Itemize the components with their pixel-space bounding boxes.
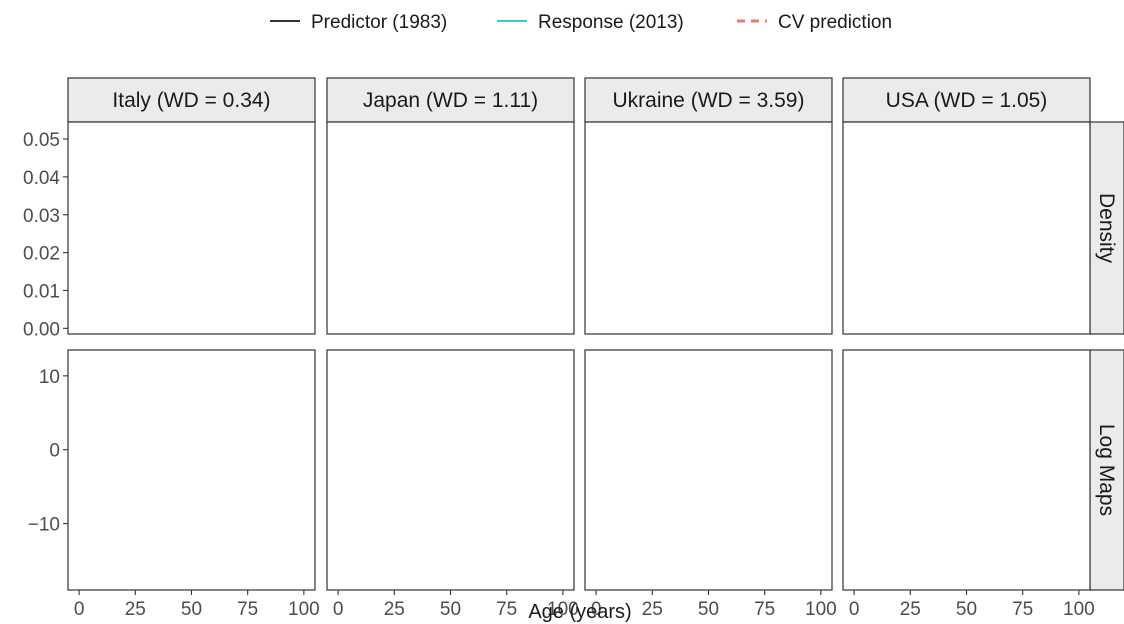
- x-tick-label: 25: [125, 599, 146, 620]
- legend-label: Response (2013): [538, 12, 684, 33]
- panel-border: [326, 121, 575, 335]
- x-tick-label: 75: [1012, 599, 1033, 620]
- panel-border: [67, 121, 316, 335]
- x-tick-label: 25: [384, 599, 405, 620]
- x-tick-label: 25: [642, 599, 663, 620]
- x-tick-label: 100: [1063, 599, 1095, 620]
- x-tick-label: 0: [849, 599, 860, 620]
- column-strip-label: Italy (WD = 0.34): [112, 89, 270, 112]
- legend-item: Predictor (1983): [270, 12, 447, 33]
- x-tick-label: 50: [181, 599, 202, 620]
- column-strip-label: Japan (WD = 1.11): [363, 89, 538, 112]
- x-tick-label: 100: [288, 599, 320, 620]
- x-tick-label: 75: [237, 599, 258, 620]
- x-tick-label: 100: [805, 599, 837, 620]
- x-tick-label: 75: [496, 599, 517, 620]
- panel-border: [584, 349, 833, 591]
- y-tick-label: 0.05: [23, 130, 60, 151]
- row-strip-label: Density: [1095, 193, 1118, 264]
- column-strip-label: Ukraine (WD = 3.59): [613, 89, 805, 112]
- y-tick-label: −10: [28, 515, 60, 536]
- y-tick-label: 0.01: [23, 281, 60, 302]
- strip-background: [67, 77, 316, 123]
- panel: [326, 349, 575, 591]
- panel: [842, 121, 1091, 335]
- x-axis-title: Age (years): [528, 601, 631, 623]
- row-strips: Density Log Maps: [1089, 121, 1124, 591]
- panel-border: [326, 349, 575, 591]
- panel: [584, 121, 833, 335]
- y-tick-label: 0.00: [23, 319, 60, 340]
- column-strip-label: USA (WD = 1.05): [886, 89, 1048, 112]
- x-tick-label: 0: [591, 599, 602, 620]
- legend-item: CV prediction: [737, 12, 892, 33]
- strip-background: [1089, 349, 1124, 591]
- panel: [584, 349, 833, 591]
- legend-item: Response (2013): [497, 12, 684, 33]
- x-tick-label: 0: [74, 599, 85, 620]
- legend-label: CV prediction: [778, 12, 892, 33]
- panel: [326, 121, 575, 335]
- x-tick-label: 0: [333, 599, 344, 620]
- panel: [842, 349, 1091, 591]
- y-tick-label: 0.02: [23, 244, 60, 265]
- panel-border: [67, 349, 316, 591]
- x-tick-label: 50: [440, 599, 461, 620]
- x-tick-label: 25: [900, 599, 921, 620]
- strip-background: [842, 77, 1091, 123]
- panel-border: [842, 349, 1091, 591]
- x-tick-label: 50: [698, 599, 719, 620]
- panel-border: [584, 121, 833, 335]
- column-strips: Italy (WD = 0.34) Japan (WD = 1.11) Ukrain…: [67, 77, 1091, 123]
- panel: [67, 349, 316, 591]
- y-tick-label: 0: [49, 441, 60, 462]
- panel-border: [842, 121, 1091, 335]
- x-tick-label: 75: [754, 599, 775, 620]
- x-tick-label: 50: [956, 599, 977, 620]
- legend: Predictor (1983) Response (2013) CV predic…: [270, 12, 892, 33]
- row-strip-label: Log Maps: [1095, 424, 1118, 516]
- y-tick-label: 10: [39, 367, 60, 388]
- y-tick-label: 0.03: [23, 206, 60, 227]
- y-tick-label: 0.04: [23, 168, 60, 189]
- panels: [67, 121, 1091, 591]
- strip-background: [584, 77, 833, 123]
- legend-label: Predictor (1983): [311, 12, 447, 33]
- x-tick-label: 100: [547, 599, 579, 620]
- panel: [67, 121, 316, 335]
